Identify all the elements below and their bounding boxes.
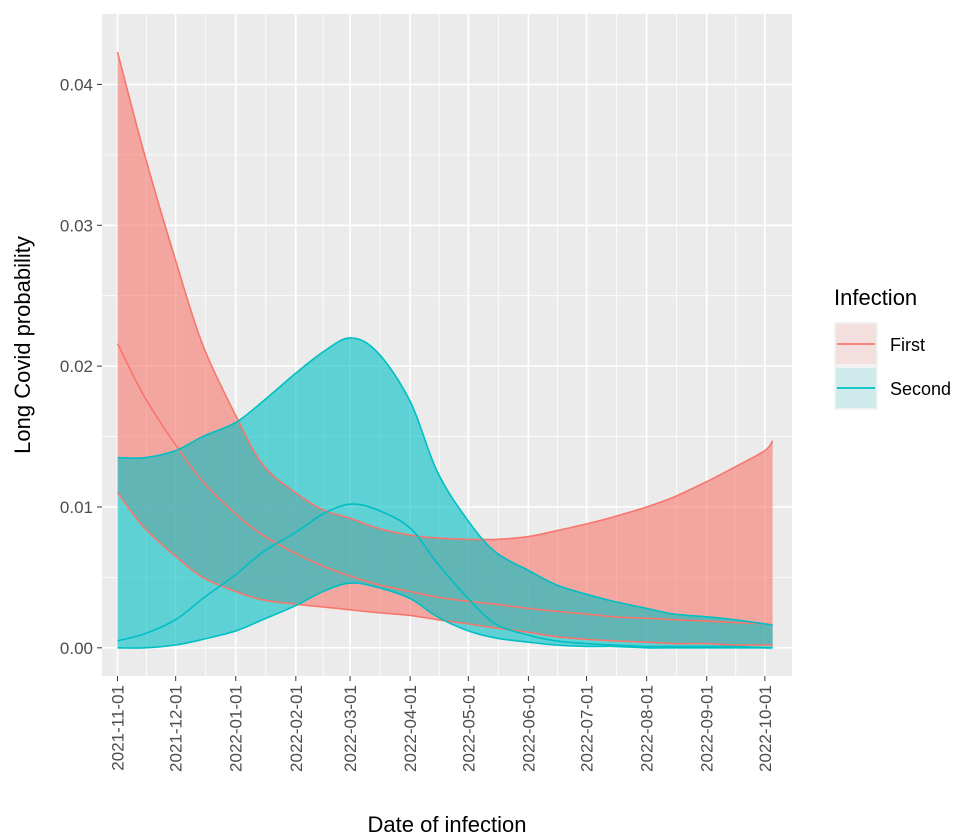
legend-label-first: First (890, 335, 925, 355)
x-tick-label: 2022-02-01 (287, 685, 306, 772)
y-axis-ticks: 0.00 0.01 0.02 0.03 0.04 (60, 75, 102, 658)
mid-line-second (117, 503, 773, 649)
y-tick-label: 0.02 (60, 357, 93, 376)
legend-label-second: Second (890, 379, 951, 399)
ribbons (117, 52, 773, 649)
lower-line-first (116, 492, 773, 646)
legend-keys: First Second (834, 322, 951, 410)
series-lines (116, 51, 774, 649)
y-axis-title: Long Covid probability (10, 236, 35, 454)
x-tick-label: 2021-12-01 (167, 685, 186, 772)
x-tick-label: 2022-06-01 (519, 685, 538, 772)
x-tick-label: 2022-03-01 (341, 685, 360, 772)
x-axis-ticks: 2021-11-01 2021-12-01 2022-01-01 2022-02-01… (109, 676, 775, 772)
legend: Infection First Second (834, 285, 951, 410)
x-tick-label: 2022-01-01 (227, 685, 246, 772)
x-tick-label: 2022-05-01 (459, 685, 478, 772)
y-tick-label: 0.03 (60, 216, 93, 235)
x-axis-title: Date of infection (368, 812, 527, 837)
x-tick-label: 2021-11-01 (109, 685, 128, 771)
x-tick-label: 2022-10-01 (756, 685, 775, 772)
x-tick-label: 2022-07-01 (578, 685, 597, 772)
upper-line-first (116, 51, 774, 541)
x-tick-label: 2022-09-01 (698, 685, 717, 772)
mid-line-first (116, 343, 773, 627)
ribbon-second (117, 337, 773, 649)
x-tick-label: 2022-04-01 (401, 685, 420, 772)
y-tick-label: 0.00 (60, 639, 93, 658)
lower-line-second (117, 582, 773, 649)
legend-title: Infection (834, 285, 917, 310)
x-tick-label: 2022-08-01 (638, 685, 657, 772)
upper-line-second (117, 337, 773, 627)
y-tick-label: 0.01 (60, 498, 93, 517)
y-tick-label: 0.04 (60, 75, 93, 94)
